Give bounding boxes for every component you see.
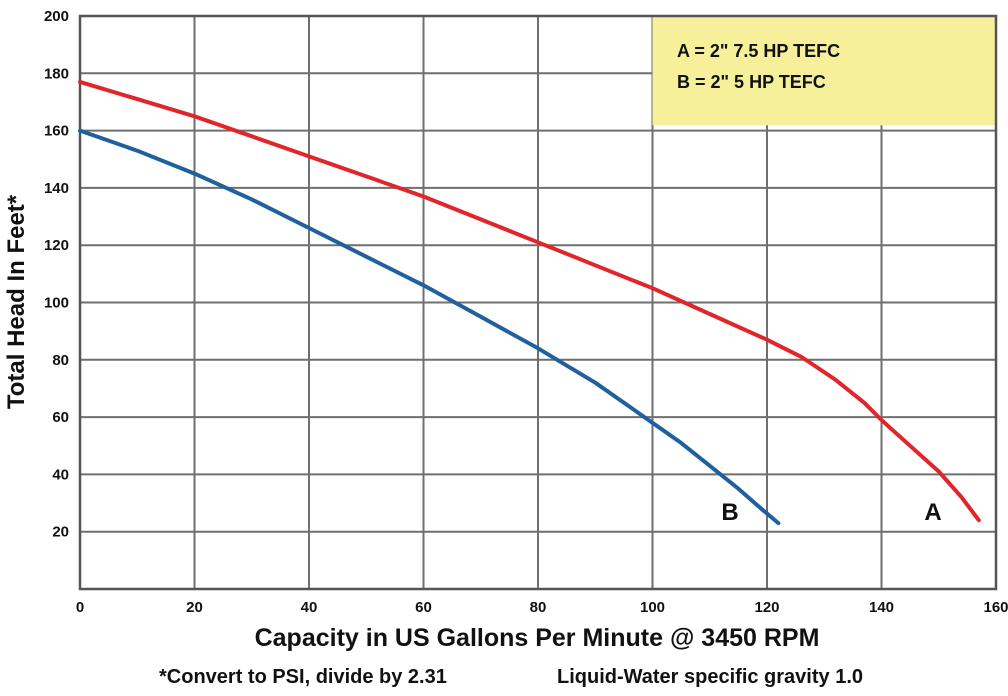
x-tick-label-140: 140 (869, 599, 894, 616)
y-tick-label-180: 180 (44, 65, 69, 82)
x-tick-label-100: 100 (640, 599, 665, 616)
y-tick-label-140: 140 (44, 180, 69, 197)
x-tick-label-20: 20 (186, 599, 203, 616)
y-axis-label: Total Head In Feet* (3, 194, 30, 409)
series-a-label: A (924, 499, 941, 526)
plot-frame (78, 14, 998, 591)
y-tick-label-100: 100 (44, 295, 69, 312)
footnote-specific-gravity: Liquid-Water specific gravity 1.0 (557, 666, 863, 688)
x-tick-label-80: 80 (530, 599, 547, 616)
y-tick-label-80: 80 (52, 352, 69, 369)
y-tick-labels: 20 40 60 80 100 120 140 160 180 200 (44, 8, 69, 541)
series-layer (78, 79, 981, 526)
plot-border (78, 14, 998, 591)
y-tick-label-20: 20 (52, 524, 69, 541)
x-tick-label-160: 160 (983, 599, 1008, 616)
x-tick-label-40: 40 (301, 599, 318, 616)
grid-lines (80, 16, 996, 589)
series-line-a (78, 79, 981, 523)
x-tick-label-0: 0 (76, 599, 84, 616)
y-tick-label-40: 40 (52, 466, 69, 483)
series-line-b (78, 128, 781, 526)
y-tick-label-160: 160 (44, 123, 69, 140)
x-tick-label-60: 60 (415, 599, 432, 616)
x-tick-label-120: 120 (754, 599, 779, 616)
x-tick-labels: 0 20 40 60 80 100 120 140 160 (76, 599, 1008, 616)
y-tick-label-60: 60 (52, 409, 69, 426)
footnote-psi: *Convert to PSI, divide by 2.31 (159, 666, 447, 688)
y-tick-label-200: 200 (44, 8, 69, 25)
legend-entry-a: A = 2" 7.5 HP TEFC (677, 41, 840, 61)
legend-box (652, 17, 995, 126)
y-tick-label-120: 120 (44, 237, 69, 254)
x-axis-label: Capacity in US Gallons Per Minute @ 3450… (255, 624, 820, 652)
legend-entry-b: B = 2" 5 HP TEFC (677, 72, 826, 92)
series-b-label: B (721, 499, 738, 526)
